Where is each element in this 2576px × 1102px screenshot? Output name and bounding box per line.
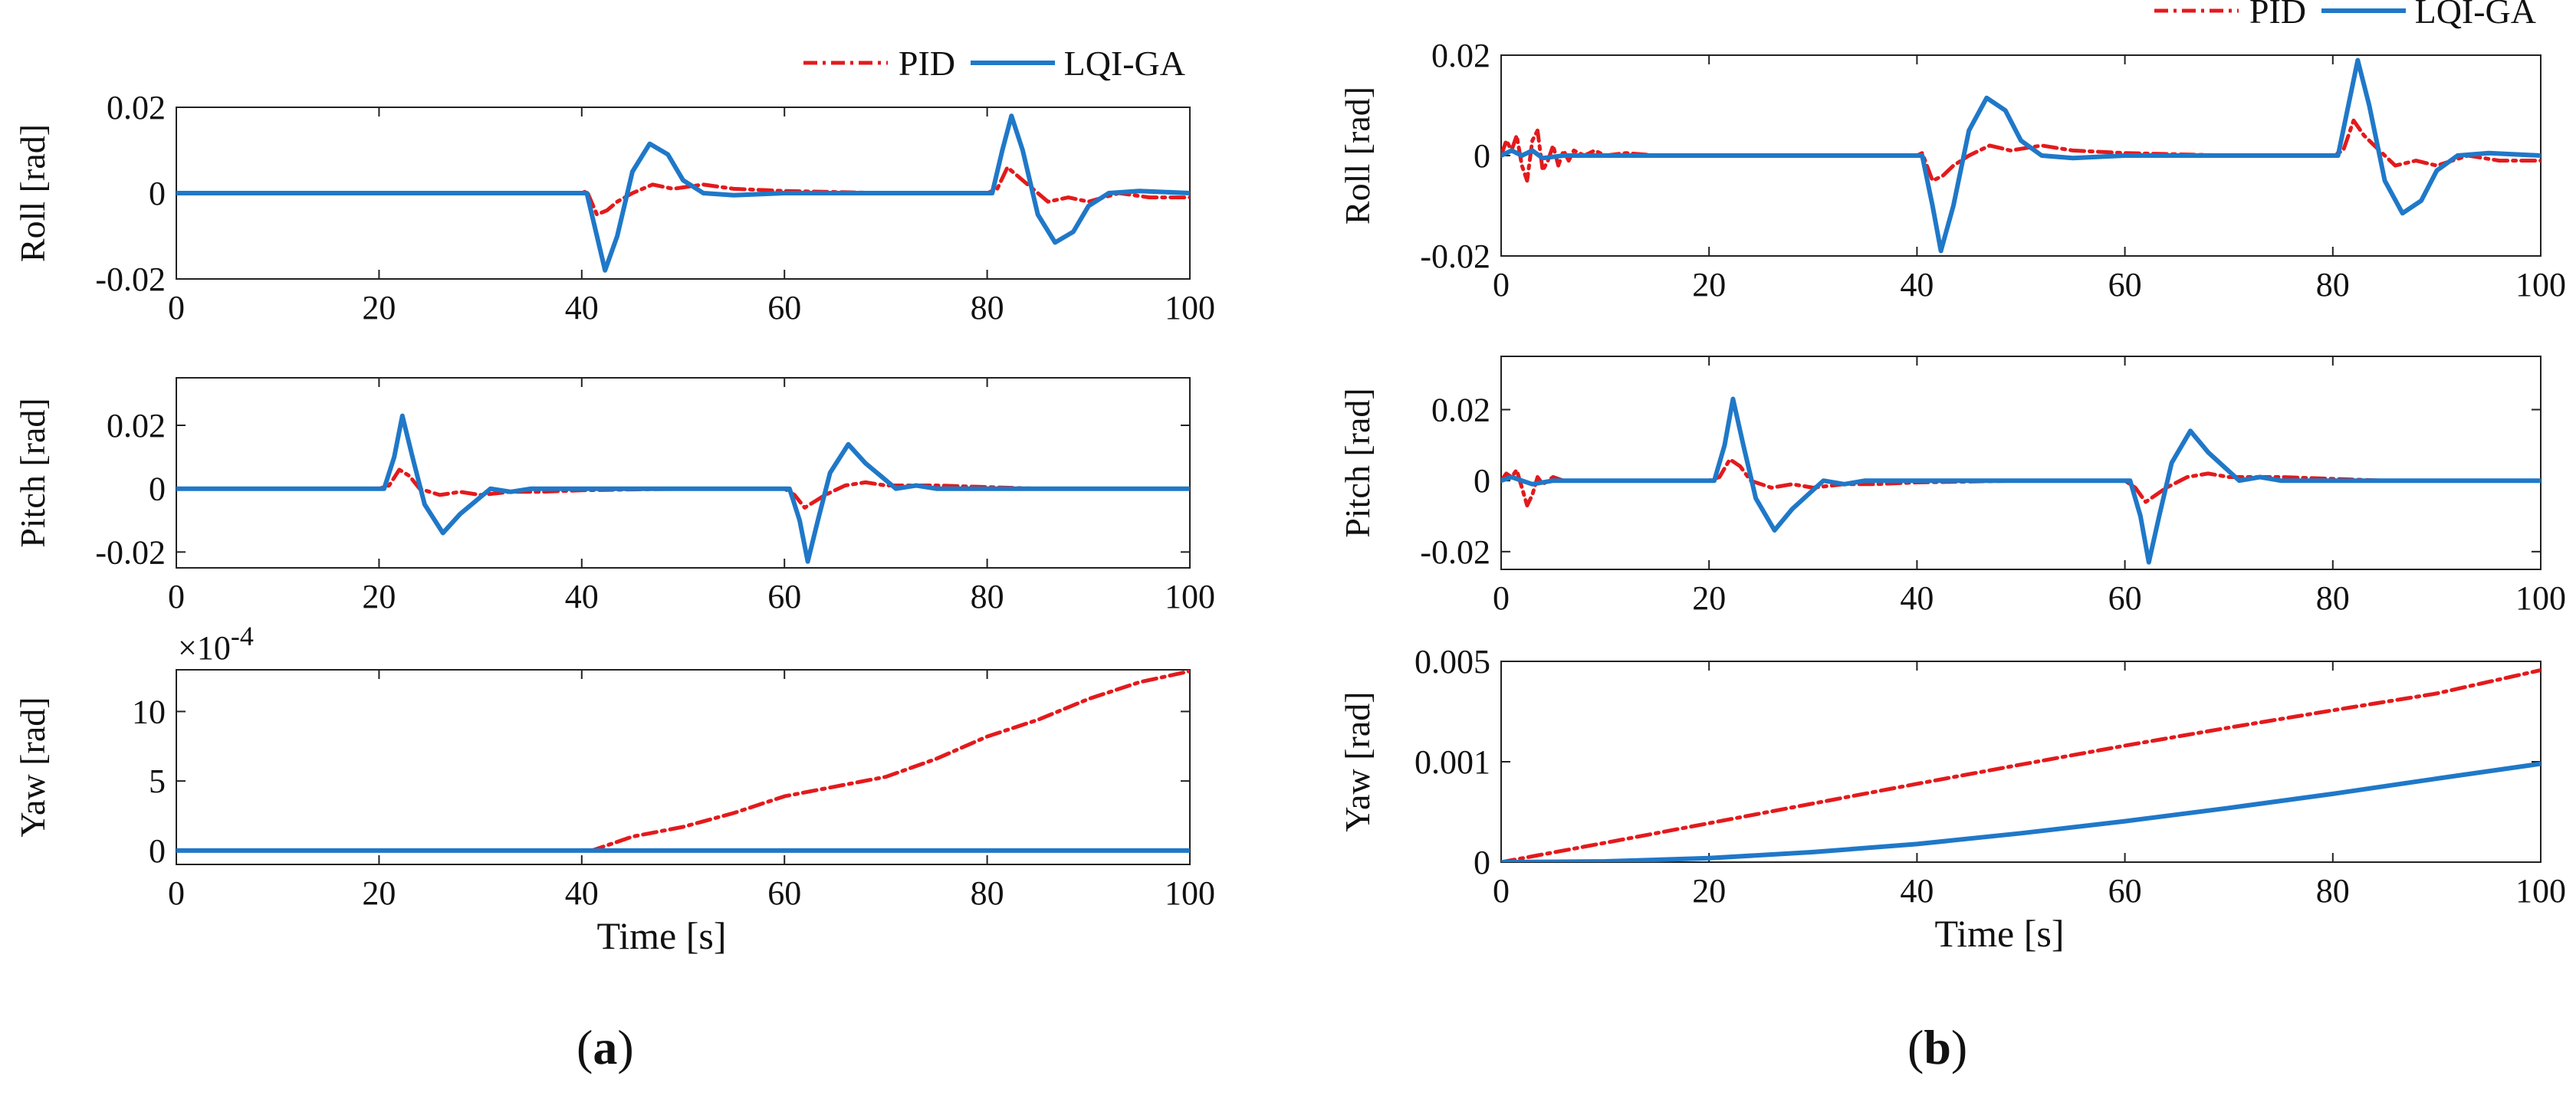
y-axis-label-b-pitch: Pitch [rad] [1338, 388, 1377, 537]
x-tick-label-a-pitch: 0 [168, 578, 185, 615]
series-lqi-ga-b-pitch [1501, 396, 2541, 565]
x-tick-label-b-roll: 100 [2515, 266, 2566, 303]
x-tick-label-a-yaw: 80 [971, 874, 1004, 912]
legend-label-lqi-ga: LQI-GA [1064, 44, 1185, 83]
axes-box-a-pitch [176, 377, 1191, 569]
y-axis-label-a-pitch: Pitch [rad] [13, 398, 52, 547]
x-tick-label-a-pitch: 20 [362, 578, 396, 615]
plot-b-yaw: 0 20 40 60 80 100 0 0.001 0.005 Yaw [rad] Time [s] [1338, 643, 2566, 955]
x-tick-label-a-roll: 20 [362, 289, 396, 326]
y-tick-label-b-roll: -0.02 [1420, 238, 1490, 275]
x-tick-label-b-yaw: 100 [2515, 872, 2566, 910]
y-multiplier-exponent: -4 [231, 621, 254, 651]
series-pid-b-pitch [1501, 457, 2541, 508]
x-tick-label-a-roll: 80 [971, 289, 1004, 326]
axes-box-b-pitch [1500, 356, 2542, 570]
x-tick-label-b-roll: 20 [1692, 266, 1726, 303]
x-tick-label-b-yaw: 40 [1900, 872, 1934, 910]
legend-b-roll: LQI-GA PID [2154, 0, 2536, 31]
x-tick-label-b-yaw: 80 [2316, 872, 2350, 910]
y-tick-label-a-roll: 0.02 [107, 89, 166, 126]
series-pid-b-yaw [1501, 668, 2541, 862]
y-tick-label-b-pitch: -0.02 [1420, 533, 1490, 571]
panel-label-b: (b) [1907, 1020, 1968, 1074]
y-axis-label-b-roll: Roll [rad] [1338, 87, 1377, 225]
x-tick-label-b-roll: 60 [2108, 266, 2142, 303]
y-tick-label-b-yaw: 0 [1474, 844, 1490, 881]
y-tick-label-a-pitch: 0.02 [107, 407, 166, 444]
y-tick-label-a-roll: 0 [149, 175, 166, 212]
y-tick-label-a-pitch: 0 [149, 471, 166, 508]
x-tick-label-b-pitch: 40 [1900, 579, 1934, 617]
x-tick-label-a-yaw: 60 [767, 874, 801, 912]
x-tick-label-a-yaw: 0 [168, 874, 185, 912]
y-tick-label-b-pitch: 0.02 [1431, 392, 1490, 429]
series-lqi-ga-a-pitch [176, 413, 1190, 564]
x-tick-label-b-yaw: 60 [2108, 872, 2142, 910]
y-multiplier-a-yaw: ×10-4 [178, 621, 254, 667]
plot-a-yaw: 0 20 40 60 80 100 0 5 10 Yaw [rad] Time [s] ×10-4 [13, 621, 1215, 957]
legend-label-pid: PID [899, 44, 955, 83]
x-tick-label-b-roll: 0 [1493, 266, 1510, 303]
x-tick-label-b-pitch: 0 [1493, 579, 1510, 617]
x-tick-label-b-pitch: 60 [2108, 579, 2142, 617]
x-tick-label-a-roll: 100 [1165, 289, 1215, 326]
y-tick-label-a-roll: -0.02 [95, 261, 166, 298]
y-tick-label-b-roll: 0.02 [1431, 37, 1490, 74]
x-tick-label-b-yaw: 20 [1692, 872, 1726, 910]
x-tick-label-b-roll: 40 [1900, 266, 1934, 303]
x-tick-label-a-pitch: 40 [565, 578, 599, 615]
y-axis-label-a-roll: Roll [rad] [13, 124, 52, 262]
x-tick-label-a-yaw: 20 [362, 874, 396, 912]
legend-a-roll: LQI-GA PID [803, 44, 1185, 83]
x-tick-label-b-pitch: 100 [2515, 579, 2566, 617]
y-tick-label-b-pitch: 0 [1474, 462, 1490, 500]
series-lqi-ga-a-roll [176, 113, 1190, 273]
y-tick-label-a-yaw: 5 [149, 763, 166, 800]
series-pid-a-yaw [176, 670, 1190, 853]
y-tick-label-b-yaw: 0.005 [1414, 643, 1490, 681]
y-tick-label-b-yaw: 0.001 [1414, 743, 1490, 781]
x-tick-label-a-pitch: 80 [971, 578, 1004, 615]
x-tick-label-a-roll: 60 [767, 289, 801, 326]
x-tick-label-a-pitch: 100 [1165, 578, 1215, 615]
y-tick-label-a-yaw: 10 [132, 693, 166, 730]
panel-label-a: (a) [577, 1020, 634, 1074]
axes-box-a-yaw [176, 669, 1191, 865]
x-tick-label-b-roll: 80 [2316, 266, 2350, 303]
x-tick-label-a-yaw: 40 [565, 874, 599, 912]
y-tick-label-a-yaw: 0 [149, 832, 166, 870]
x-tick-label-a-roll: 0 [168, 289, 185, 326]
legend-label-lqi-ga: LQI-GA [2415, 0, 2536, 31]
x-axis-label-a-yaw: Time [s] [596, 914, 726, 957]
x-tick-label-a-pitch: 60 [767, 578, 801, 615]
x-axis-label-b-yaw: Time [s] [1934, 912, 2064, 955]
x-tick-label-b-pitch: 80 [2316, 579, 2350, 617]
y-axis-label-b-yaw: Yaw [rad] [1338, 691, 1377, 831]
legend-label-pid: PID [2249, 0, 2306, 31]
x-tick-label-a-roll: 40 [565, 289, 599, 326]
series-lqi-ga-b-roll [1501, 57, 2541, 254]
x-tick-label-a-yaw: 100 [1165, 874, 1215, 912]
x-tick-label-b-yaw: 0 [1493, 872, 1510, 910]
y-tick-label-a-pitch: -0.02 [95, 533, 166, 571]
y-tick-label-b-roll: 0 [1474, 137, 1490, 175]
series-lqi-ga-b-yaw [1501, 761, 2541, 862]
y-axis-label-a-yaw: Yaw [rad] [13, 697, 52, 837]
x-tick-label-b-pitch: 20 [1692, 579, 1726, 617]
